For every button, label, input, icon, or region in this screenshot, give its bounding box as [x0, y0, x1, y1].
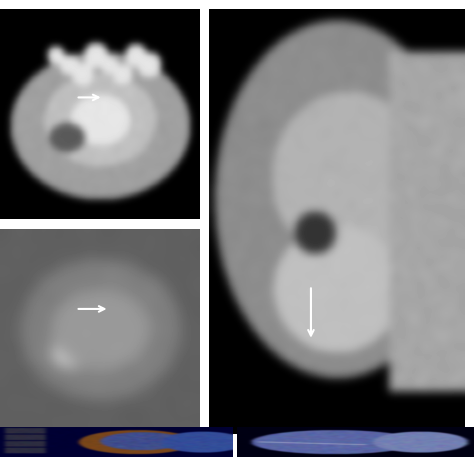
Text: b.: b.	[198, 451, 210, 457]
Text: a.: a.	[0, 236, 4, 249]
Text: c.: c.	[0, 441, 3, 455]
